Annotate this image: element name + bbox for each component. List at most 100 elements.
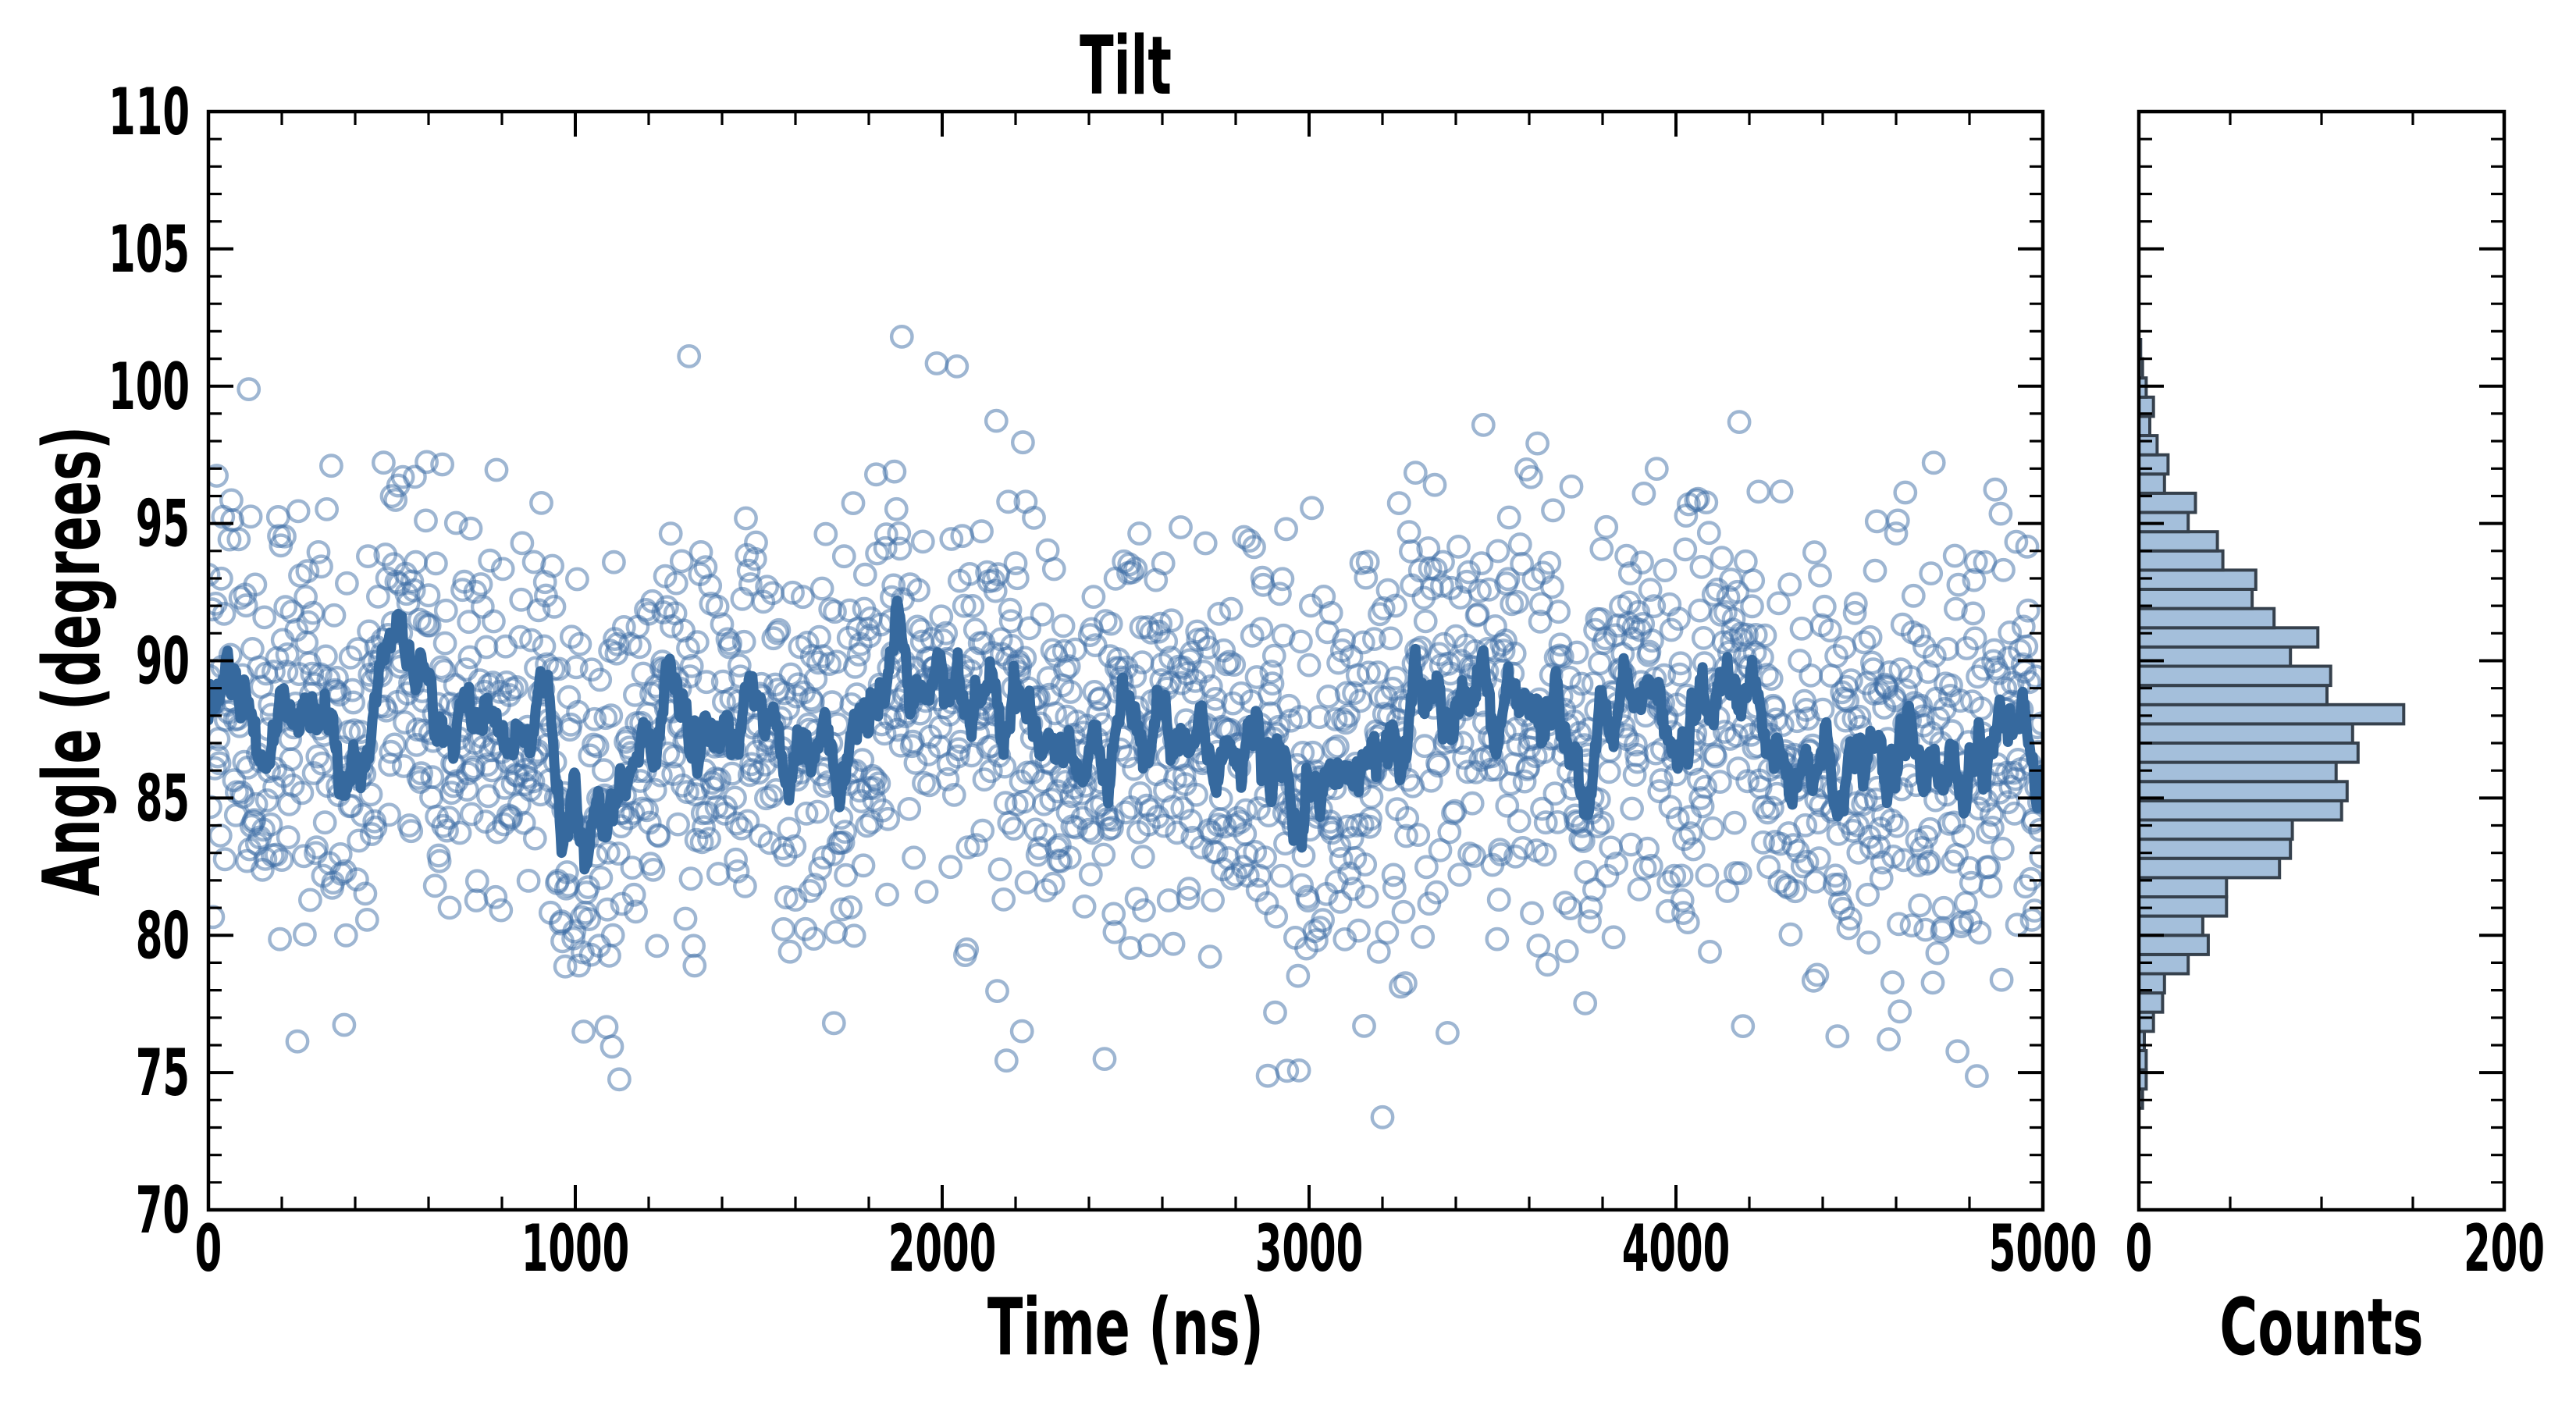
scatter-point — [1091, 842, 1116, 867]
scatter-point — [1710, 546, 1735, 571]
scatter-point — [341, 690, 365, 715]
scatter-point — [254, 788, 279, 813]
scatter-point — [645, 934, 669, 959]
scatter-point — [929, 604, 954, 629]
scatter-point — [1366, 940, 1391, 964]
scatter-point — [1530, 796, 1554, 821]
histogram-bar — [2139, 702, 2406, 726]
chart-title: Tilt — [1080, 20, 1172, 113]
running-average-line — [208, 596, 2043, 875]
scatter-point — [1649, 768, 1674, 792]
scatter-point — [1638, 578, 1663, 602]
scatter-point — [1847, 704, 1872, 729]
scatter-point — [1777, 572, 1802, 597]
scatter-point — [312, 810, 337, 835]
scatter-point — [261, 660, 286, 684]
scatter-point — [1805, 962, 1830, 987]
scatter-point — [1667, 606, 1691, 631]
scatter-point — [1460, 791, 1485, 816]
scatter-point — [1667, 662, 1692, 687]
scatter-point — [1881, 845, 1905, 869]
scatter-point — [353, 881, 378, 906]
scatter-point — [1727, 410, 1752, 434]
scatter-point — [325, 666, 349, 690]
scatter-point — [1009, 1019, 1034, 1044]
scatter-point — [1270, 567, 1295, 592]
scatter-point — [1627, 877, 1652, 902]
scatter-point — [1681, 837, 1706, 862]
scatter-point — [403, 464, 427, 489]
scatter-point — [1920, 970, 1945, 995]
scatter-point — [736, 558, 761, 583]
scatter-point — [1925, 941, 1950, 966]
scatter-point — [447, 820, 472, 845]
scatter-point — [1631, 482, 1656, 506]
scatter-point — [1589, 537, 1614, 561]
scatter-point — [334, 571, 359, 596]
scatter-point — [1759, 795, 1784, 820]
scatter-point — [272, 524, 297, 549]
scatter-point — [1879, 808, 1904, 833]
scatter-point — [2004, 529, 2029, 554]
y-tick-label: 90 — [136, 624, 190, 699]
scatter-point — [1620, 796, 1645, 821]
scatter-point — [1362, 627, 1386, 651]
scatter-point — [1502, 641, 1527, 666]
scatter-point — [1172, 763, 1197, 788]
histogram-bar — [2139, 780, 2349, 802]
scatter-point — [1485, 539, 1510, 564]
scatter-point — [1431, 550, 1455, 574]
hist-panel: 0 200 Counts — [2126, 109, 2545, 1374]
x-tick-label: 2000 — [888, 1211, 997, 1287]
scatter-point — [1988, 501, 2013, 526]
scatter-point — [1673, 537, 1698, 562]
scatter-point — [1057, 845, 1082, 870]
scatter-point — [1808, 563, 1832, 588]
scatter-point — [292, 922, 317, 947]
scatter-point — [1989, 967, 2014, 992]
scatter-point — [383, 488, 408, 512]
scatter-point — [1323, 707, 1348, 731]
scatter-point — [457, 610, 482, 635]
scatter-point — [1569, 671, 1594, 696]
scatter-point — [208, 756, 227, 781]
scatter-point — [1102, 919, 1127, 944]
scatter-point — [290, 781, 315, 806]
scatter-point — [300, 661, 325, 686]
x-tick-label: 4000 — [1622, 1211, 1731, 1287]
scatter-point — [276, 825, 301, 850]
scatter-point — [906, 578, 930, 603]
histogram-bar — [2139, 588, 2254, 610]
scatter-point — [1005, 566, 1030, 591]
scatter-point — [258, 812, 283, 837]
scatter-point — [1347, 918, 1371, 943]
scatter-point — [1100, 816, 1124, 840]
scatter-point — [1436, 1021, 1460, 1045]
scatter-point — [1098, 611, 1123, 636]
scatter-point — [794, 801, 819, 826]
scatter-point — [244, 791, 269, 816]
scatter-point — [1540, 574, 1564, 599]
scatter-point — [1769, 479, 1794, 503]
scatter-point — [1836, 916, 1861, 941]
scatter-point — [1357, 814, 1382, 839]
scatter-point — [233, 593, 258, 618]
scatter-point — [532, 634, 557, 659]
scatter-point — [2028, 817, 2043, 842]
scatter-point — [1259, 660, 1284, 684]
scatter-point — [1740, 594, 1764, 619]
scatter-point — [710, 612, 735, 637]
scatter-point — [420, 765, 445, 789]
scatter-point — [1696, 521, 1721, 546]
scatter-point — [1394, 823, 1418, 848]
scatter-point — [1546, 599, 1571, 624]
scatter-point — [516, 869, 541, 893]
histogram-bar — [2139, 895, 2229, 918]
scatter-point — [1170, 796, 1195, 820]
scatter-point — [1222, 653, 1247, 677]
scatter-point — [889, 324, 914, 349]
scatter-point — [1407, 558, 1432, 583]
scatter-point — [1196, 635, 1221, 660]
scatter-point — [1176, 877, 1201, 902]
scatter-point — [1233, 798, 1258, 823]
